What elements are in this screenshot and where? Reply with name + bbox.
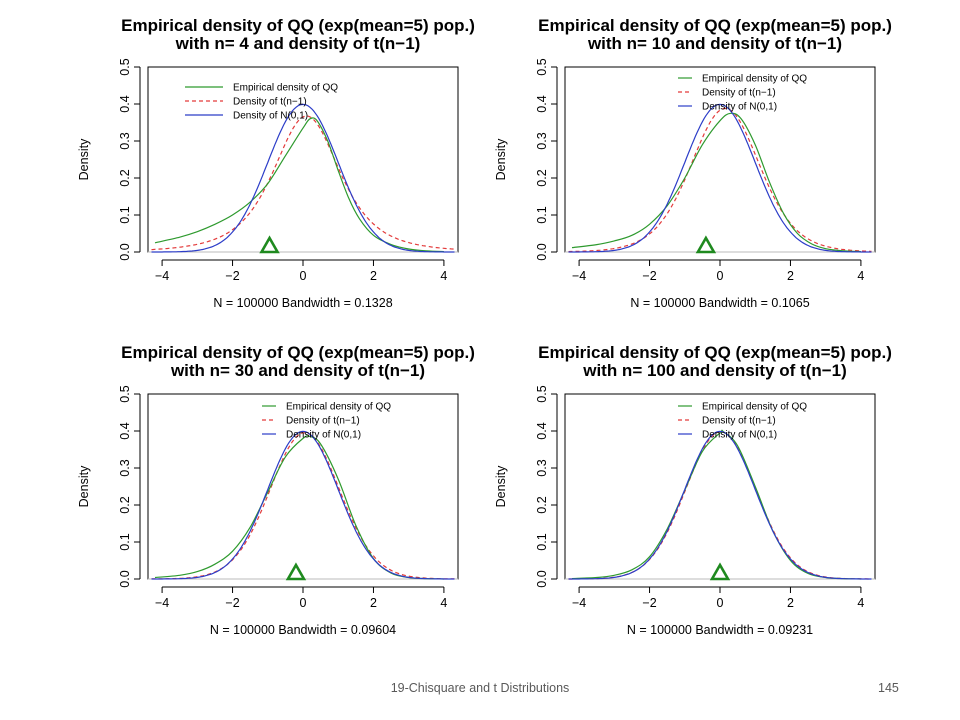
series-normal-density-line — [151, 103, 455, 253]
x-tick-label: −2 — [642, 596, 656, 610]
x-axis-label: N = 100000 Bandwidth = 0.09231 — [627, 623, 813, 637]
chart-title-line: with n= 30 and density of t(n−1) — [170, 361, 425, 380]
y-tick-label: 0.3 — [535, 132, 549, 149]
legend-label: Empirical density of QQ — [233, 83, 338, 94]
x-tick-label: 0 — [300, 596, 307, 610]
x-tick-label: 4 — [857, 269, 864, 283]
series-t-density-line — [568, 107, 872, 253]
y-tick-label: 0.4 — [118, 422, 132, 439]
y-tick-label: 0.3 — [118, 132, 132, 149]
y-tick-label: 0.5 — [118, 385, 132, 402]
chart-panel-3: Empirical density of QQ (exp(mean=5) pop… — [77, 343, 475, 637]
x-tick-label: −2 — [642, 269, 656, 283]
x-tick-label: −2 — [225, 269, 239, 283]
y-axis-label: Density — [494, 465, 508, 507]
series-empirical-line — [571, 112, 861, 253]
y-tick-label: 0.0 — [535, 570, 549, 587]
y-tick-label: 0.0 — [118, 243, 132, 260]
x-tick-label: −4 — [155, 596, 169, 610]
y-tick-label: 0.0 — [535, 243, 549, 260]
x-tick-label: 0 — [717, 596, 724, 610]
x-tick-label: 0 — [300, 269, 307, 283]
x-axis-label: N = 100000 Bandwidth = 0.09604 — [210, 623, 396, 637]
y-tick-label: 0.0 — [118, 570, 132, 587]
plot-frame — [147, 66, 459, 253]
x-tick-label: −4 — [155, 269, 169, 283]
series-normal-density-line — [568, 103, 872, 253]
y-tick-label: 0.4 — [118, 95, 132, 112]
x-tick-label: 2 — [370, 269, 377, 283]
x-tick-label: 4 — [440, 269, 447, 283]
y-tick-label: 0.1 — [535, 206, 549, 223]
mean-triangle-marker — [259, 235, 280, 254]
legend-label: Empirical density of QQ — [702, 74, 807, 85]
series-normal-density-line — [151, 430, 455, 580]
x-tick-label: 2 — [787, 269, 794, 283]
series-empirical-line — [154, 435, 444, 580]
x-tick-label: 4 — [857, 596, 864, 610]
legend-label: Density of N(0,1) — [702, 430, 777, 441]
y-tick-label: 0.5 — [535, 58, 549, 75]
y-axis-label: Density — [77, 465, 91, 507]
legend-label: Density of t(n−1) — [702, 416, 776, 427]
x-axis-label: N = 100000 Bandwidth = 0.1065 — [630, 296, 809, 310]
x-tick-label: −2 — [225, 596, 239, 610]
y-tick-label: 0.1 — [535, 533, 549, 550]
chart-panel-1: Empirical density of QQ (exp(mean=5) pop… — [77, 16, 475, 310]
y-axis-label: Density — [77, 138, 91, 180]
chart-title-line: with n= 10 and density of t(n−1) — [587, 34, 842, 53]
page-number: 145 — [878, 681, 899, 695]
legend-label: Density of t(n−1) — [286, 416, 360, 427]
y-tick-label: 0.4 — [535, 422, 549, 439]
y-tick-label: 0.1 — [118, 206, 132, 223]
x-tick-label: −4 — [572, 596, 586, 610]
y-tick-label: 0.1 — [118, 533, 132, 550]
y-tick-label: 0.2 — [535, 496, 549, 513]
legend-label: Density of N(0,1) — [233, 111, 308, 122]
legend-label: Density of t(n−1) — [233, 97, 307, 108]
series-empirical-line — [154, 117, 444, 253]
y-tick-label: 0.5 — [535, 385, 549, 402]
chart-panel-4: Empirical density of QQ (exp(mean=5) pop… — [494, 343, 892, 637]
chart-title-line: Empirical density of QQ (exp(mean=5) pop… — [121, 16, 475, 35]
mean-triangle-marker — [695, 235, 717, 254]
y-tick-label: 0.3 — [535, 459, 549, 476]
chart-title-line: with n= 100 and density of t(n−1) — [582, 361, 847, 380]
x-tick-label: −4 — [572, 269, 586, 283]
x-tick-label: 0 — [717, 269, 724, 283]
legend-label: Density of N(0,1) — [702, 102, 777, 113]
series-normal-density-line — [568, 430, 872, 580]
series-t-density-line — [151, 115, 455, 251]
y-tick-label: 0.4 — [535, 95, 549, 112]
legend-label: Empirical density of QQ — [702, 402, 807, 413]
y-tick-label: 0.2 — [118, 496, 132, 513]
x-tick-label: 2 — [370, 596, 377, 610]
chart-title-line: with n= 4 and density of t(n−1) — [175, 34, 421, 53]
y-tick-label: 0.2 — [535, 169, 549, 186]
x-tick-label: 4 — [440, 596, 447, 610]
x-axis-label: N = 100000 Bandwidth = 0.1328 — [213, 296, 392, 310]
series-t-density-line — [151, 432, 455, 580]
mean-triangle-marker — [709, 562, 731, 581]
legend-label: Empirical density of QQ — [286, 402, 391, 413]
chart-title-line: Empirical density of QQ (exp(mean=5) pop… — [121, 343, 475, 362]
x-tick-label: 2 — [787, 596, 794, 610]
chart-panel-2: Empirical density of QQ (exp(mean=5) pop… — [494, 16, 892, 310]
series-t-density-line — [568, 431, 872, 580]
legend-label: Density of t(n−1) — [702, 88, 776, 99]
y-tick-label: 0.3 — [118, 459, 132, 476]
y-axis-label: Density — [494, 138, 508, 180]
y-tick-label: 0.2 — [118, 169, 132, 186]
y-tick-label: 0.5 — [118, 58, 132, 75]
series-empirical-line — [571, 429, 861, 580]
mean-triangle-marker — [285, 562, 307, 581]
chart-title-line: Empirical density of QQ (exp(mean=5) pop… — [538, 343, 892, 362]
legend-label: Density of N(0,1) — [286, 430, 361, 441]
footer-title: 19-Chisquare and t Distributions — [390, 681, 570, 695]
chart-title-line: Empirical density of QQ (exp(mean=5) pop… — [538, 16, 892, 35]
